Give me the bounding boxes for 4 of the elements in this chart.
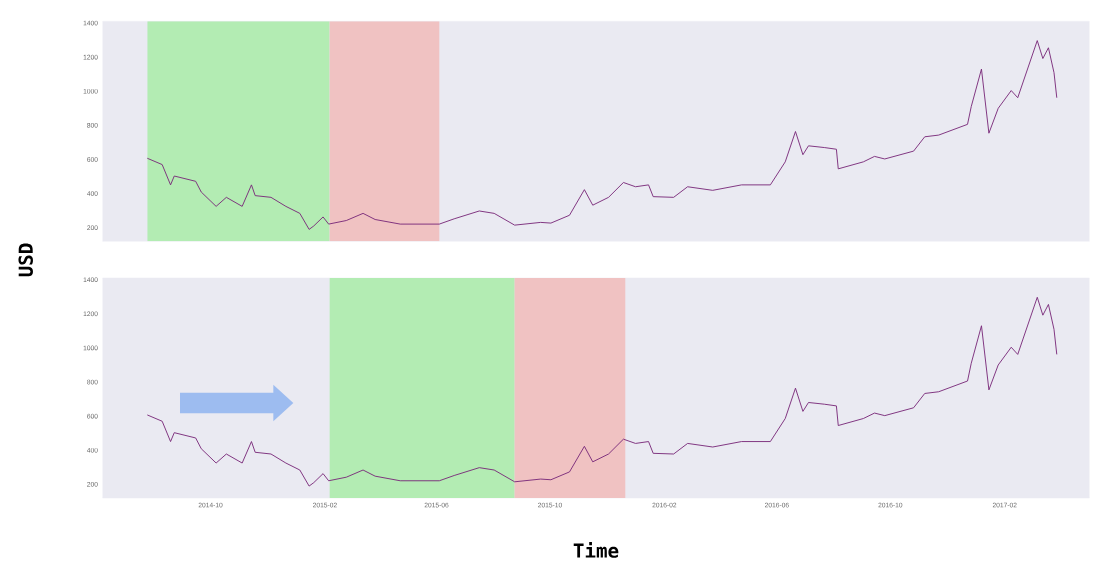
x-axis-title: Time	[573, 541, 619, 558]
y-axis-title: USD	[18, 243, 33, 277]
line-series	[146, 296, 1058, 487]
line-series	[146, 40, 1058, 230]
